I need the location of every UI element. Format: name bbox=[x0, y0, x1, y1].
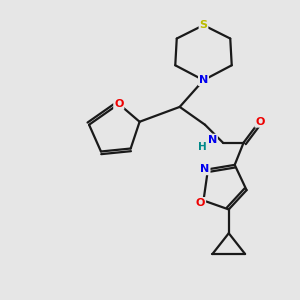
Text: H: H bbox=[198, 142, 206, 152]
Text: N: N bbox=[199, 75, 208, 85]
Text: O: O bbox=[255, 117, 265, 127]
Text: S: S bbox=[200, 20, 208, 30]
Text: N: N bbox=[208, 135, 217, 145]
Text: O: O bbox=[114, 99, 124, 109]
Text: N: N bbox=[200, 164, 210, 174]
Text: O: O bbox=[196, 198, 205, 208]
